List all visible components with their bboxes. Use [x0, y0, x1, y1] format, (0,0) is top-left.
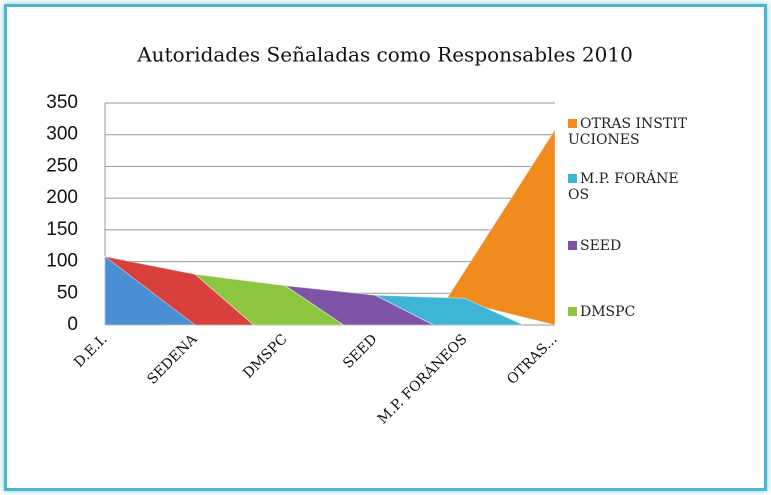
legend-item: M.P. FORÁNEOS [568, 171, 688, 203]
x-tick-label: SEDENA [144, 331, 201, 388]
y-tick-label: 100 [46, 251, 78, 272]
x-tick-label: OTRAS... [504, 331, 561, 388]
area-segment [284, 285, 434, 326]
legend-swatch [568, 307, 577, 316]
chart-frame [4, 4, 767, 491]
legend-swatch [568, 119, 577, 128]
legend-swatch [568, 241, 577, 250]
y-tick-label: 50 [57, 282, 78, 303]
y-tick-label: 250 [46, 155, 78, 176]
legend-label: OTRAS INSTITUCIONES [568, 116, 688, 148]
legend-item: SEED [568, 238, 688, 254]
legend-item: DMSPC [568, 304, 688, 320]
legend-label: M.P. FORÁNEOS [568, 171, 679, 203]
legend-label: SEED [580, 238, 622, 254]
y-tick-label: 300 [46, 124, 78, 145]
y-tick-label: 0 [67, 314, 78, 335]
y-tick-label: 350 [46, 92, 78, 113]
legend-swatch [568, 174, 577, 183]
y-tick-label: 150 [46, 219, 78, 240]
y-tick-label: 200 [46, 187, 78, 208]
legend-label: DMSPC [580, 304, 636, 320]
chart-title: Autoridades Señaladas como Responsables … [136, 43, 633, 67]
area-segment [104, 255, 197, 326]
x-tick-label: M.P. FORÁNEOS [373, 330, 470, 427]
legend-item: OTRAS INSTITUCIONES [568, 116, 688, 148]
x-tick-label: SEED [340, 331, 380, 371]
x-tick-label: D.E.I. [71, 331, 110, 370]
x-tick-label: DMSPC [240, 331, 290, 381]
area-segment [446, 127, 556, 326]
